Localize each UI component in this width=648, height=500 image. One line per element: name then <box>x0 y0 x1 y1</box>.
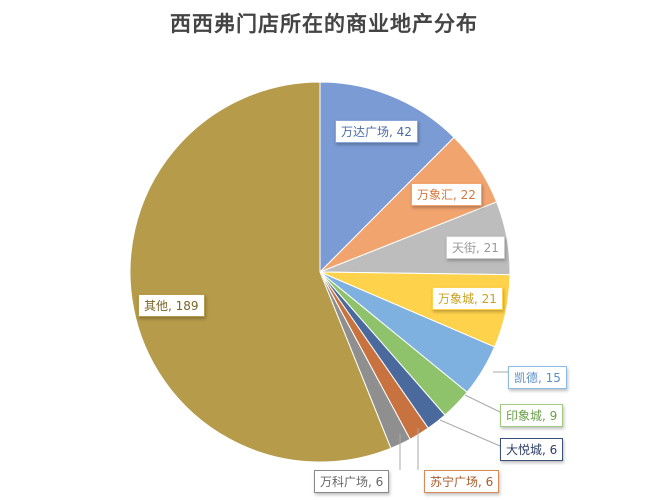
data-label-3: 万象城, 21 <box>432 287 503 310</box>
data-label-1: 万象汇, 22 <box>411 183 482 206</box>
data-label-7: 苏宁广场, 6 <box>424 470 500 493</box>
data-label-6: 大悦城, 6 <box>500 438 564 461</box>
data-label-9: 其他, 189 <box>138 294 205 317</box>
leader-line-5 <box>464 394 501 413</box>
data-label-0: 万达广场, 42 <box>335 120 418 143</box>
data-label-8: 万科广场, 6 <box>314 470 390 493</box>
chart-title: 西西弗门店所在的商业地产分布 <box>170 12 478 36</box>
leader-line-6 <box>439 419 501 447</box>
data-label-5: 印象城, 9 <box>500 404 564 427</box>
data-label-2: 天街, 21 <box>446 236 505 259</box>
data-label-4: 凯德, 15 <box>508 366 567 389</box>
pie-slice-9 <box>129 81 392 463</box>
